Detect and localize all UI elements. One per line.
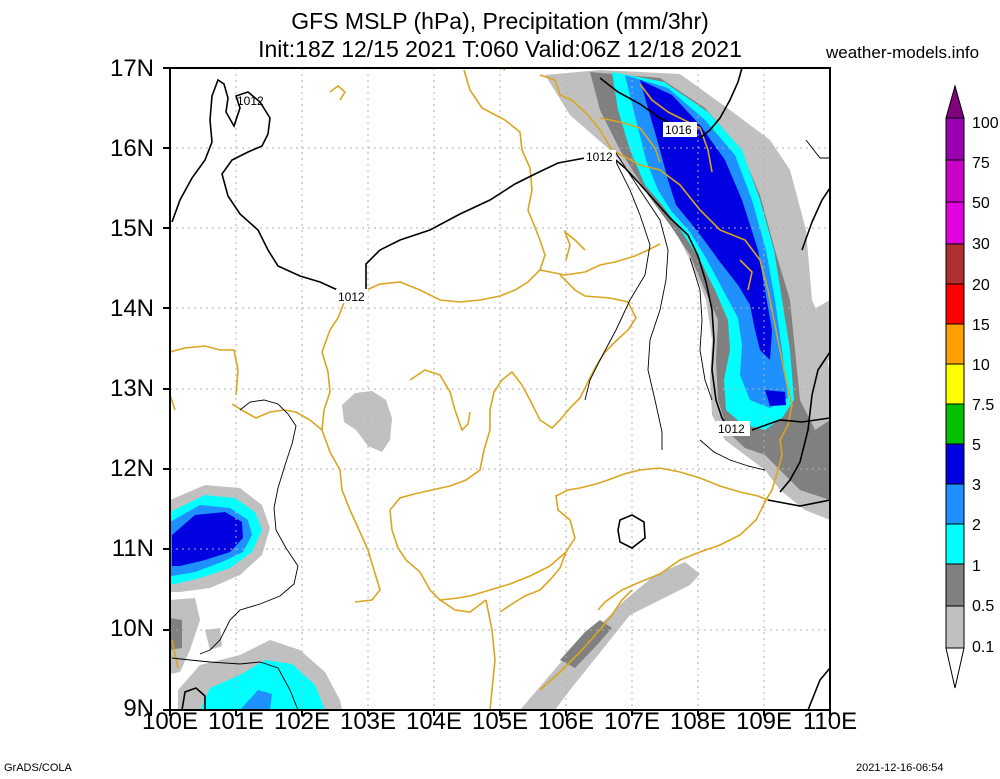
colorbar-label-7-5: 7.5: [972, 397, 995, 414]
colorbar-label-0-1: 0.1: [972, 639, 995, 656]
colorbar-label-10: 10: [972, 357, 990, 374]
footer-software-credit: GrADS/COLA: [4, 762, 72, 774]
precip-blob-bottom-left: [170, 598, 342, 710]
lat-label-10n: 10N: [109, 615, 154, 642]
map-layers: 1012 1012 1012 1016 1012: [170, 68, 830, 710]
precip-blob-sw: [170, 485, 270, 592]
lat-label-11n: 11N: [111, 535, 154, 562]
colorbar-label-2: 2: [972, 517, 981, 534]
colorbar-label-20: 20: [972, 277, 990, 294]
isobars-thin: [171, 139, 830, 710]
colorbar-label-30: 30: [972, 236, 990, 253]
colorbar-label-50: 50: [972, 195, 990, 212]
precip-band-ne: [545, 70, 830, 520]
map-title-line1: GFS MSLP (hPa), Precipitation (mm/3hr): [291, 8, 709, 34]
lat-lon-grid: [170, 68, 830, 710]
source-credit: weather-models.info: [826, 43, 980, 62]
precip-blob-central: [342, 391, 392, 452]
coastlines-borders: [170, 68, 793, 710]
colorbar-label-75: 75: [972, 155, 990, 172]
precip-band-se: [520, 562, 700, 710]
colorbar-label-15: 15: [972, 317, 990, 334]
colorbar-top-arrow: [945, 84, 965, 119]
map-title-line2: Init:18Z 12/15 2021 T:060 Valid:06Z 12/1…: [258, 36, 742, 62]
lat-label-12n: 12N: [109, 455, 154, 482]
lat-label-16n: 16N: [109, 135, 154, 162]
lat-label-14n: 14N: [109, 295, 154, 322]
lat-label-13n: 13N: [109, 375, 154, 402]
colorbar-bottom-arrow: [945, 647, 965, 689]
isobar-label-1012-a: 1012: [237, 94, 264, 108]
isobar-label-1012-b: 1012: [586, 150, 613, 164]
axis-ticks: [163, 67, 831, 716]
isobars: [171, 68, 830, 710]
footer-timestamp: 2021-12-16-06:54: [856, 762, 944, 774]
colorbar: [945, 84, 965, 689]
lat-label-15n: 15N: [109, 215, 154, 242]
isobar-label-1012-c: 1012: [338, 290, 365, 304]
isobar-label-1016: 1016: [665, 123, 692, 137]
isobar-label-1012-d: 1012: [718, 422, 745, 436]
lat-label-17n: 17N: [109, 55, 154, 82]
colorbar-label-0-5: 0.5: [972, 598, 995, 615]
isobar-labels: 1012 1012 1012 1016 1012: [237, 94, 750, 436]
colorbar-label-5: 5: [972, 437, 981, 454]
colorbar-label-100: 100: [972, 115, 999, 132]
colorbar-label-3: 3: [972, 477, 981, 494]
colorbar-label-1: 1: [972, 558, 981, 575]
lat-label-9n: 9N: [123, 695, 154, 722]
